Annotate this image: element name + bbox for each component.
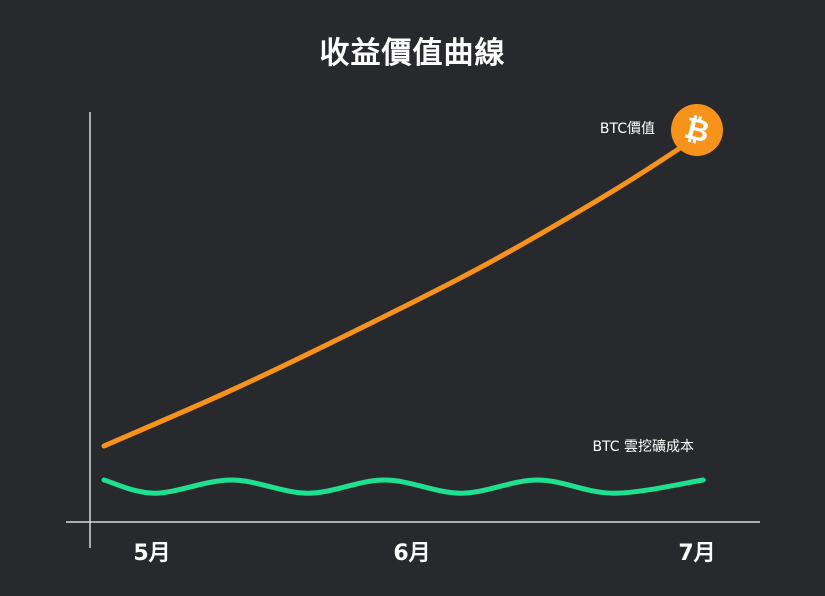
chart-title: 收益價值曲線 [319, 36, 506, 71]
x-tick-label-june: 6月 [393, 541, 430, 566]
series-label-mining-cost: BTC 雲挖礦成本 [592, 438, 694, 455]
x-tick-label-may: 5月 [133, 541, 170, 566]
series-line-btc-value [101, 130, 706, 449]
series-label-btc-value: BTC價值 [600, 120, 655, 137]
bitcoin-icon: ₿ [671, 104, 723, 156]
series-line-mining-cost [101, 477, 706, 496]
x-tick-label-july: 7月 [678, 541, 715, 566]
